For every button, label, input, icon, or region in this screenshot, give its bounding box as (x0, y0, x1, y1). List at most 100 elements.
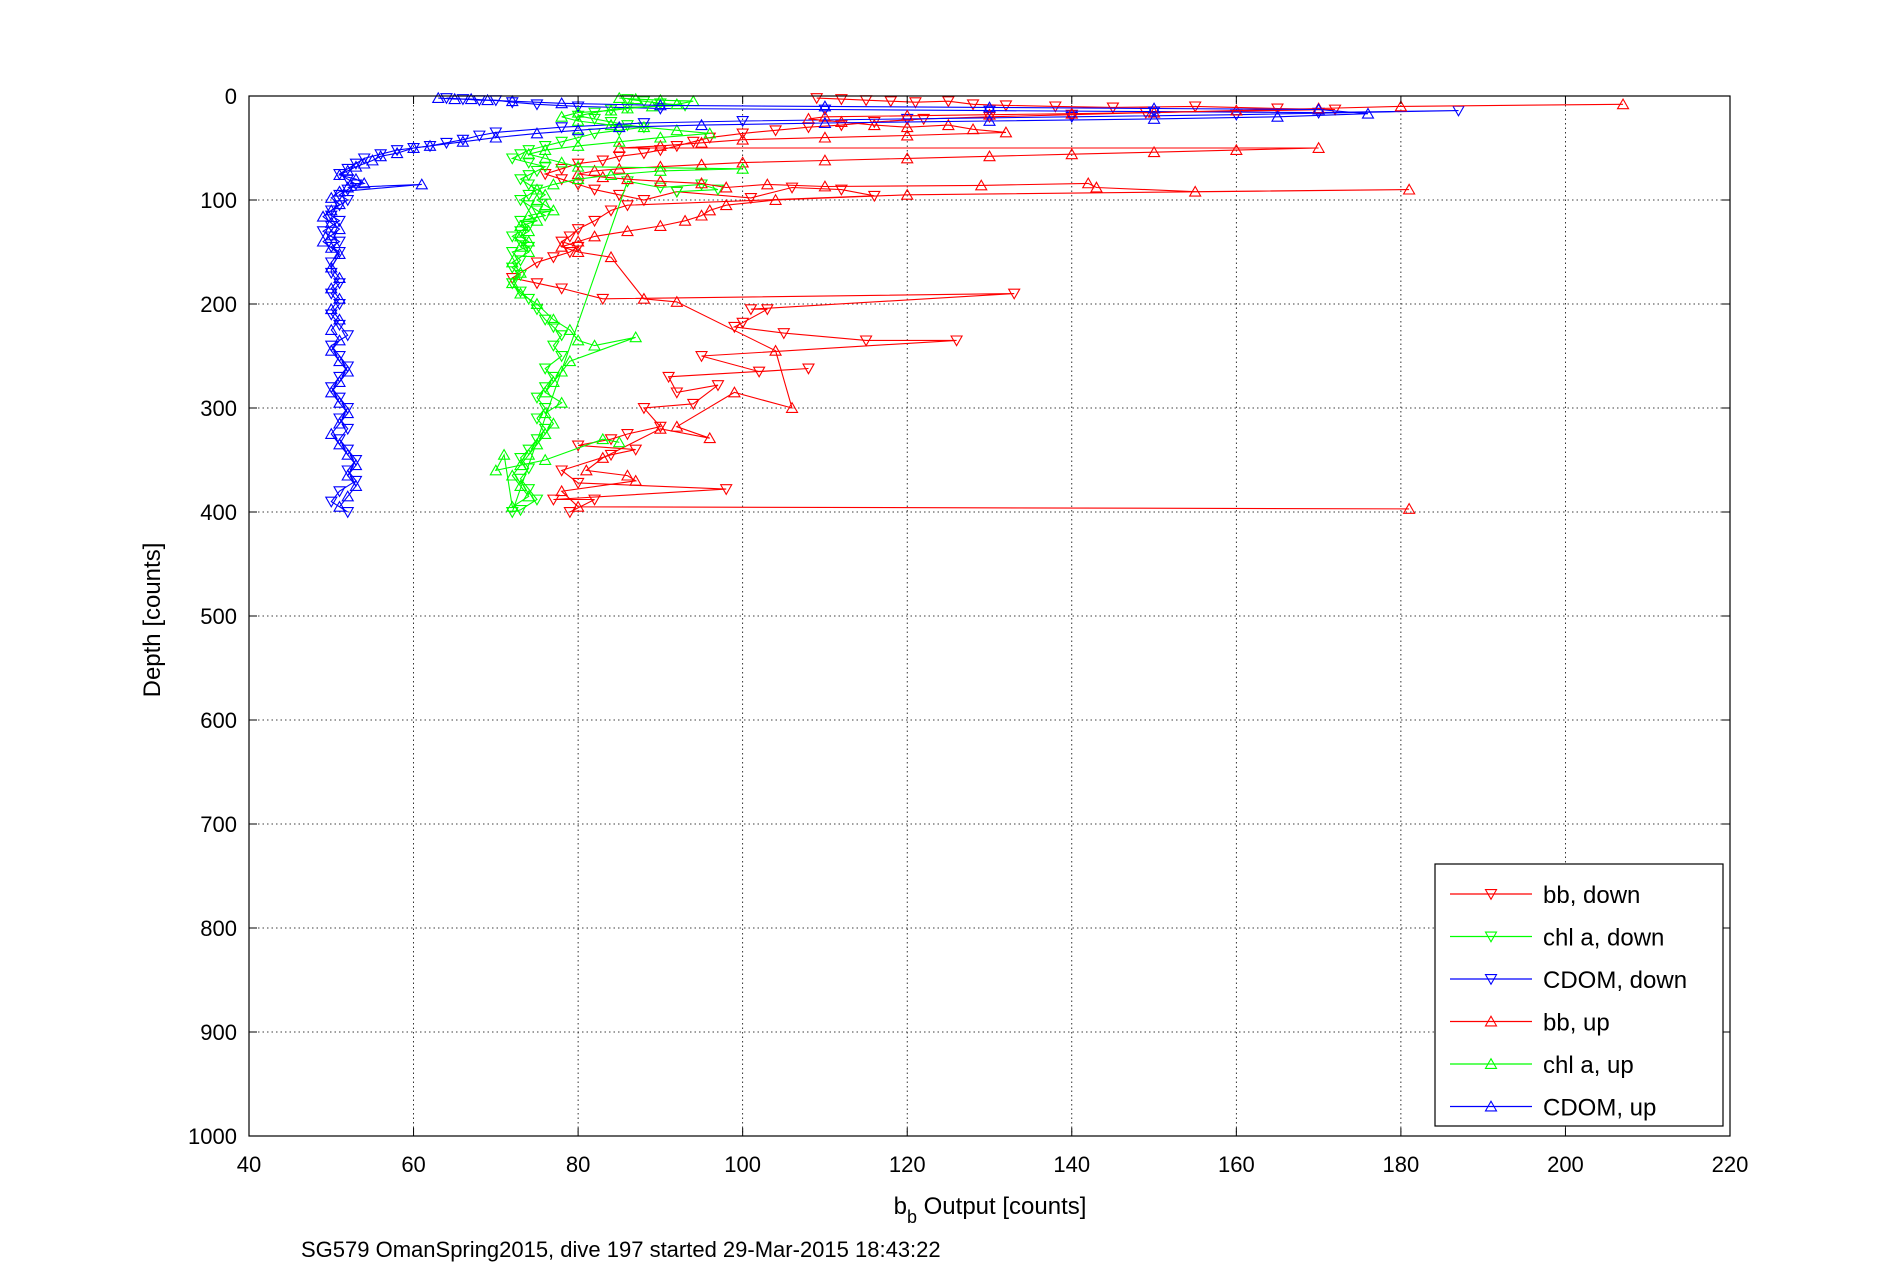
data-point (1147, 106, 1161, 118)
y-tick-label: 100 (200, 188, 237, 213)
legend: bb, down chl a, down CDOM, down bb, up chl a… (1434, 863, 1724, 1127)
data-point (546, 371, 560, 384)
data-point (695, 158, 708, 170)
data-point (1271, 110, 1284, 122)
data-point (884, 96, 898, 108)
data-point (555, 351, 569, 363)
data-point (736, 162, 750, 174)
data-point (670, 123, 684, 136)
legend-entry: chl a, down (1450, 925, 1664, 952)
data-point (1312, 141, 1326, 153)
data-point (333, 500, 346, 512)
data-point (785, 182, 799, 194)
data-point (324, 229, 338, 241)
data-point (983, 108, 996, 120)
data-point (612, 189, 626, 202)
data-point (349, 160, 363, 172)
data-point (324, 386, 338, 398)
data-point (983, 114, 996, 126)
data-point (333, 438, 346, 450)
legend-entry: bb, up (1450, 1010, 1610, 1037)
data-point (341, 406, 355, 419)
data-point (588, 113, 602, 126)
series-0 (505, 93, 1342, 519)
data-point (999, 100, 1013, 112)
data-point (686, 136, 700, 149)
legend-entry: chl a, up (1450, 1052, 1634, 1079)
data-point (333, 351, 346, 363)
data-point (505, 94, 519, 107)
data-point (324, 241, 338, 253)
data-point (621, 200, 634, 212)
data-point (333, 271, 346, 283)
data-point (1188, 185, 1202, 197)
data-point (604, 118, 618, 131)
data-point (670, 186, 684, 199)
data-point (546, 375, 560, 387)
data-point (1328, 104, 1342, 116)
data-point (489, 127, 503, 139)
data-point (588, 184, 602, 196)
data-point (546, 494, 560, 506)
data-point (333, 334, 346, 346)
data-point (736, 156, 750, 168)
data-point (818, 131, 832, 143)
data-point (604, 168, 618, 180)
data-point (596, 451, 610, 463)
data-point (736, 128, 750, 140)
data-point (604, 117, 618, 129)
data-point (653, 174, 667, 187)
data-point (349, 172, 363, 185)
data-point (316, 210, 330, 222)
data-point (604, 434, 618, 446)
y-tick-label: 0 (225, 84, 237, 109)
data-point (834, 94, 848, 106)
data-point (637, 96, 651, 108)
data-point (390, 145, 404, 157)
data-point (563, 323, 577, 335)
data-point (555, 122, 569, 134)
y-tick-label: 700 (200, 812, 237, 837)
data-point (983, 105, 996, 117)
data-point (736, 116, 750, 128)
data-point (596, 293, 610, 306)
data-point (571, 477, 585, 490)
data-point (546, 204, 560, 216)
data-point (571, 167, 585, 179)
data-point (546, 340, 560, 352)
data-point (522, 490, 536, 502)
legend-items: bb, down chl a, down CDOM, down bb, up chl a… (1450, 882, 1687, 1122)
data-point (538, 406, 552, 419)
data-point (538, 198, 552, 211)
data-point (324, 204, 338, 216)
data-point (818, 180, 832, 192)
data-point (670, 420, 684, 432)
data-point (571, 106, 585, 118)
data-point (324, 302, 338, 315)
legend-swatch-marker (1484, 931, 1498, 943)
data-point (333, 222, 346, 235)
data-point (538, 423, 552, 436)
data-point (645, 100, 659, 112)
data-point (481, 93, 495, 106)
data-point (596, 432, 610, 445)
data-point (538, 169, 552, 181)
data-point (653, 131, 667, 143)
legend-swatch-marker (1484, 1057, 1498, 1069)
data-point (596, 155, 610, 167)
data-point (900, 120, 914, 133)
series-line (559, 103, 1624, 510)
data-point (1090, 181, 1103, 193)
data-point (612, 91, 626, 104)
data-point (522, 147, 536, 160)
y-tick-label: 900 (200, 1020, 237, 1045)
data-point (1229, 104, 1243, 116)
data-point (900, 188, 914, 200)
data-point (530, 392, 544, 404)
data-point (653, 421, 667, 434)
data-point (621, 224, 634, 237)
data-point (621, 172, 634, 185)
data-point (341, 448, 355, 460)
data-point (711, 184, 725, 196)
data-point (333, 197, 346, 210)
